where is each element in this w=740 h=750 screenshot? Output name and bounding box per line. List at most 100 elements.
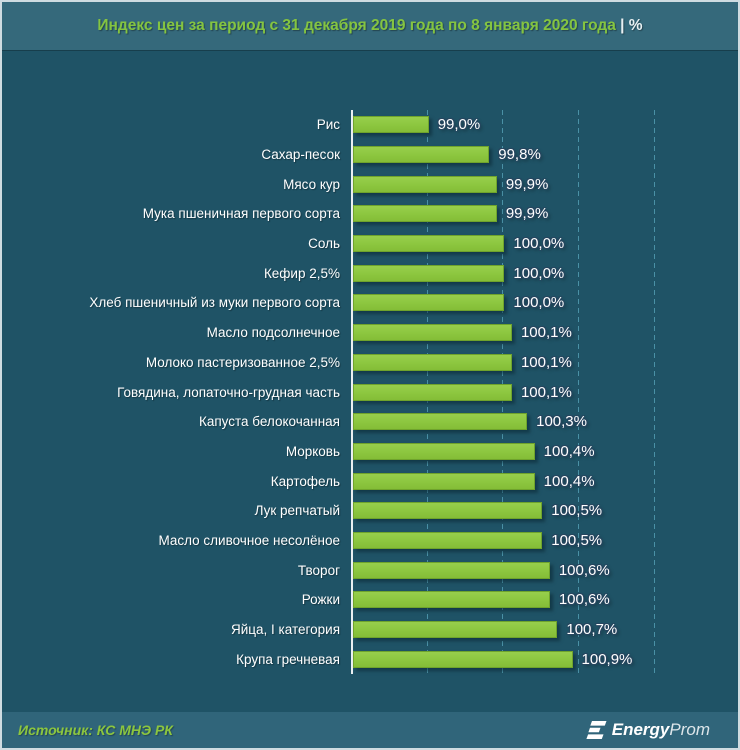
value-label: 99,0% <box>437 116 481 134</box>
category-label: Хлеб пшеничный из муки первого сорта <box>89 295 340 311</box>
bar-row: Капуста белокочанная 100,3% <box>2 407 738 437</box>
value-label: 100,1% <box>520 383 572 401</box>
category-label: Молоко пастеризованное 2,5% <box>145 354 340 370</box>
energyprom-logo-icon <box>586 720 607 739</box>
bar <box>353 442 535 460</box>
value-label: 100,4% <box>543 442 595 460</box>
energyprom-logo-text: EnergyProm <box>612 720 710 740</box>
bar-row: Яйца, I категория 100,7% <box>2 615 738 645</box>
bar <box>353 116 429 134</box>
bar-cell: 100,1% <box>351 348 738 378</box>
value-label: 100,9% <box>581 650 633 668</box>
bar-cell: 100,0% <box>351 258 738 288</box>
plot-area: Рис 99,0% Сахар-песок 99,8% Мясо кур 99,… <box>2 110 738 674</box>
bar <box>353 650 573 668</box>
bar <box>353 591 550 609</box>
bar <box>353 235 505 253</box>
chart-title-text: Индекс цен за период с 31 декабря 2019 г… <box>97 17 616 34</box>
bar-row: Говядина, лопаточно-грудная часть 100,1% <box>2 377 738 407</box>
category-label: Капуста белокочанная <box>198 414 340 430</box>
category-label: Яйца, I категория <box>231 622 340 638</box>
value-label: 100,6% <box>558 591 610 609</box>
category-label: Соль <box>308 236 340 252</box>
gridline <box>653 110 655 674</box>
bar-row: Масло подсолнечное 100,1% <box>2 318 738 348</box>
value-label: 99,8% <box>498 146 541 164</box>
chart-footer: Источник: КС МНЭ РК EnergyProm <box>2 712 738 748</box>
bar <box>353 353 512 371</box>
value-label: 100,5% <box>551 502 603 520</box>
bar-cell: 100,6% <box>351 555 738 585</box>
logo-text-energy: Energy <box>611 720 670 739</box>
bar-cell: 100,4% <box>351 466 738 496</box>
bar <box>353 561 550 579</box>
bar-row: Крупа гречневая 100,9% <box>2 644 738 674</box>
category-label: Говядина, лопаточно-грудная часть <box>117 384 340 400</box>
category-label: Творог <box>297 562 340 578</box>
source-label: Источник: КС МНЭ РК <box>18 722 173 738</box>
bar-rows: Рис 99,0% Сахар-песок 99,8% Мясо кур 99,… <box>2 110 738 674</box>
value-label: 100,0% <box>513 294 565 312</box>
bar <box>353 264 505 282</box>
category-label: Мука пшеничная первого сорта <box>142 206 340 222</box>
bar <box>353 502 543 520</box>
value-label: 99,9% <box>505 175 549 193</box>
bar-row: Кефир 2,5% 100,0% <box>2 258 738 288</box>
bar-row: Молоко пастеризованное 2,5% 100,1% <box>2 348 738 378</box>
category-label: Рис <box>316 117 340 133</box>
bar <box>353 294 505 312</box>
value-label: 100,3% <box>536 413 587 431</box>
category-label: Кефир 2,5% <box>263 265 340 281</box>
bar-row: Творог 100,6% <box>2 555 738 585</box>
bar <box>353 175 497 193</box>
bar-cell: 100,1% <box>351 377 738 407</box>
category-label: Лук репчатый <box>254 503 340 519</box>
bar-cell: 100,6% <box>351 585 738 615</box>
chart-header: Индекс цен за период с 31 декабря 2019 г… <box>2 2 738 50</box>
category-label: Масло подсолнечное <box>206 325 340 341</box>
bar-row: Рис 99,0% <box>2 110 738 140</box>
category-label: Рожки <box>301 592 340 608</box>
bar-cell: 100,7% <box>351 615 738 645</box>
bar-row: Мясо кур 99,9% <box>2 169 738 199</box>
bar-cell: 100,0% <box>351 229 738 259</box>
category-label: Мясо кур <box>283 176 340 192</box>
bar-row: Морковь 100,4% <box>2 437 738 467</box>
chart-title-unit: | % <box>620 17 643 34</box>
category-label: Крупа гречневая <box>236 651 340 667</box>
logo-text-prom: Prom <box>669 720 710 739</box>
bar-row: Сахар-песок 99,8% <box>2 140 738 170</box>
bar-cell: 100,1% <box>351 318 738 348</box>
bar-row: Масло сливочное несолёное 100,5% <box>2 526 738 556</box>
value-label: 100,1% <box>520 353 572 371</box>
value-label: 100,0% <box>513 264 565 282</box>
category-label: Морковь <box>285 443 340 459</box>
bar-cell: 100,0% <box>351 288 738 318</box>
bar-row: Картофель 100,4% <box>2 466 738 496</box>
value-label: 100,6% <box>558 561 610 579</box>
bar <box>353 531 543 549</box>
bar <box>353 324 512 342</box>
bar-row: Хлеб пшеничный из муки первого сорта 100… <box>2 288 738 318</box>
gridline <box>578 110 580 674</box>
category-label: Масло сливочное несолёное <box>158 532 340 548</box>
bar <box>353 472 535 490</box>
value-label: 100,4% <box>543 472 595 490</box>
y-axis-line <box>351 110 353 674</box>
category-label: Картофель <box>270 473 340 489</box>
value-label: 100,1% <box>520 324 572 342</box>
bar <box>353 146 490 164</box>
value-label: 100,0% <box>513 235 565 253</box>
bar-cell: 99,0% <box>351 110 738 140</box>
bar-row: Рожки 100,6% <box>2 585 738 615</box>
bar-cell: 99,9% <box>351 169 738 199</box>
bar-cell: 99,9% <box>351 199 738 229</box>
bar-row: Мука пшеничная первого сорта 99,9% <box>2 199 738 229</box>
bar-cell: 100,4% <box>351 437 738 467</box>
bar <box>353 621 558 639</box>
bar <box>353 383 512 401</box>
bar-cell: 100,5% <box>351 496 738 526</box>
energyprom-logo: EnergyProm <box>585 720 710 741</box>
bar-cell: 100,9% <box>351 644 738 674</box>
